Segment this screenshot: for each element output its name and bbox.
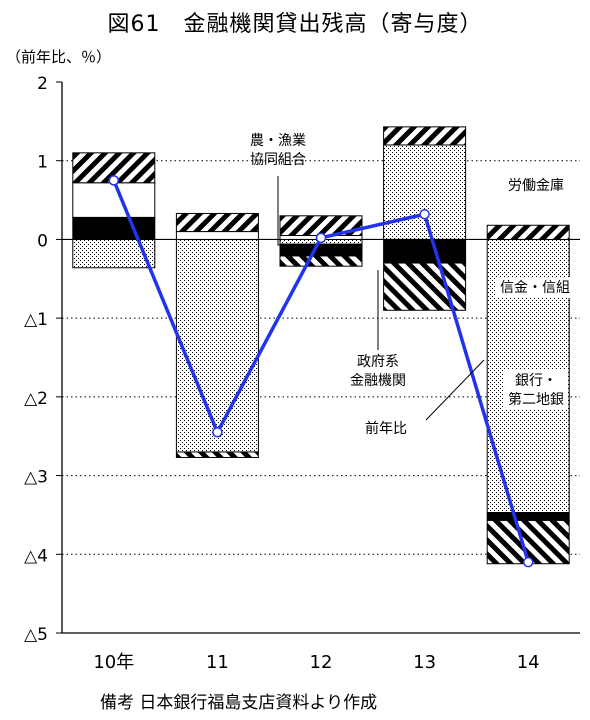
y-tick-label: 1 [37, 153, 48, 173]
annotation-label: 農・漁業 [250, 133, 306, 149]
yoy-point [315, 232, 327, 244]
annotation-label: 銀行・ [515, 373, 557, 389]
bar-segment [486, 224, 570, 240]
annotation-bg [504, 370, 568, 410]
annotation-label: 信金・信組 [500, 280, 570, 296]
x-tick-label: 10年 [93, 652, 134, 673]
y-tick-label: △1 [24, 310, 48, 330]
bar-segment [175, 231, 259, 240]
annotation-leader [277, 176, 288, 246]
x-tick-label: 14 [517, 652, 540, 673]
annotation-label: 前年比 [365, 420, 407, 437]
x-tick-label: 13 [413, 652, 436, 673]
y-tick-label: △5 [24, 625, 48, 645]
bar-segment [486, 512, 570, 521]
annotation-label: 協同組合 [250, 152, 306, 168]
bar-segment [383, 262, 467, 311]
yoy-point [419, 208, 430, 220]
yoy-point [212, 427, 223, 438]
annotation-label: 政府系 [357, 354, 399, 370]
source-note: 備考 日本銀行福島支店資料より作成 [100, 693, 378, 713]
y-tick-label: 2 [37, 74, 48, 94]
x-tick-label: 12 [310, 652, 333, 673]
bar-segment [175, 212, 259, 233]
y-tick-label: △4 [24, 546, 48, 566]
bar-segment [72, 182, 156, 218]
bar-segment [383, 238, 467, 264]
y-tick-label: △2 [24, 389, 48, 409]
x-tick-label: 11 [206, 652, 229, 673]
annotation-label: 金融機関 [350, 373, 406, 389]
yoy-point [522, 556, 534, 568]
annotation-label: 第二地銀 [508, 391, 564, 408]
y-axis-unit-label: （前年比、％） [6, 48, 112, 66]
bar-segment [383, 126, 467, 146]
annotation-label: 労働金庫 [508, 177, 564, 194]
bar-segment [175, 451, 259, 458]
y-tick-label: 0 [37, 231, 48, 251]
bar-segment [72, 216, 156, 240]
bar-segment [279, 255, 363, 267]
annotation-bg [496, 277, 574, 298]
y-tick-label: △3 [24, 468, 48, 488]
chart-title: 図61 金融機関貸出残高（寄与度） [107, 12, 483, 37]
yoy-point [108, 175, 120, 186]
bar-segment [279, 243, 363, 257]
bar-segment [383, 144, 467, 240]
bar-segment [175, 238, 259, 453]
annotation-leader [425, 359, 485, 421]
